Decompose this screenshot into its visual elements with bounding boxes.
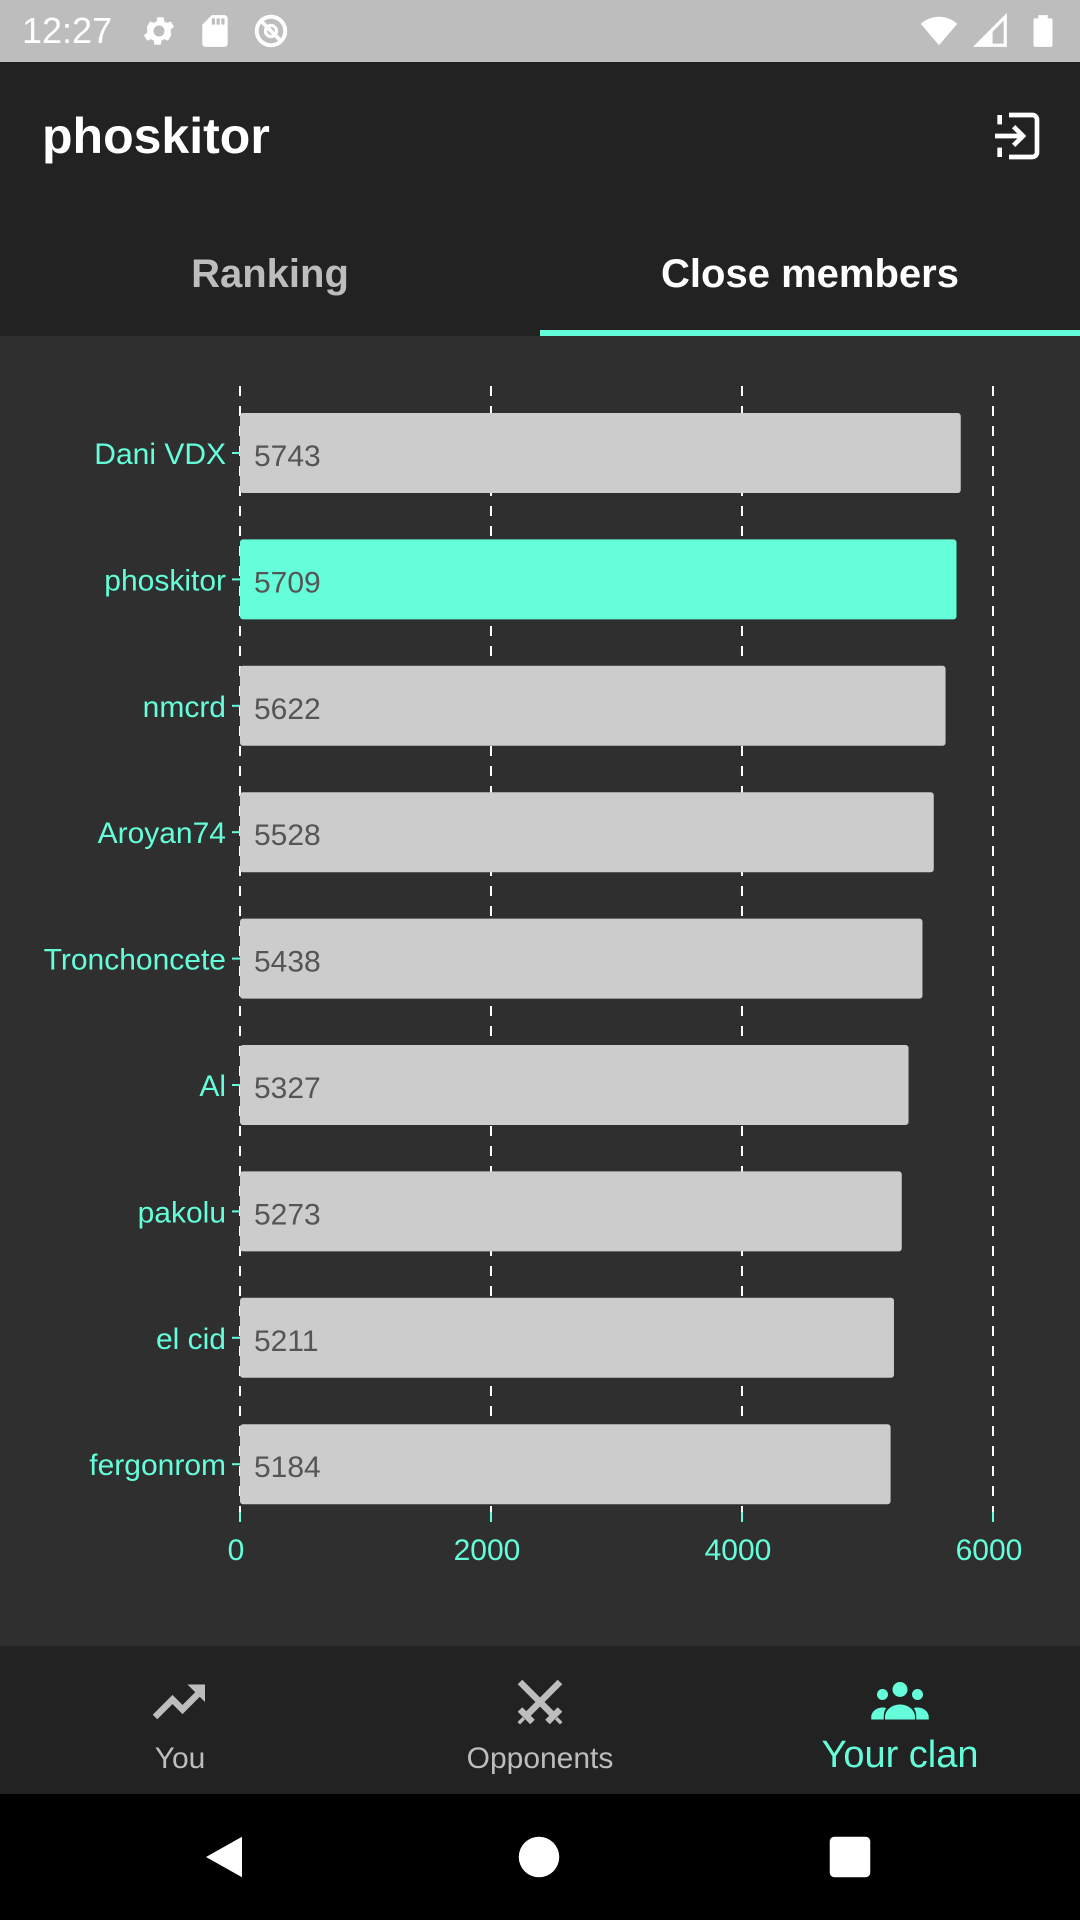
x-tick-label: 4000 — [705, 1534, 772, 1567]
gear-icon — [143, 17, 175, 45]
bottom-nav: You Opponents Your clan — [0, 1646, 1080, 1794]
value-label: 5622 — [254, 693, 321, 726]
nav-label: You — [154, 1742, 206, 1775]
battery-icon — [1033, 15, 1053, 47]
no-sync-icon — [254, 14, 288, 48]
nav-you[interactable]: You — [0, 1646, 360, 1794]
x-tick-label: 6000 — [956, 1534, 1023, 1567]
bar — [240, 665, 946, 746]
bar — [240, 792, 934, 873]
value-label: 5743 — [254, 440, 321, 473]
wifi-icon — [920, 16, 958, 46]
x-tick-label: 2000 — [454, 1534, 521, 1567]
group-icon — [871, 1682, 929, 1720]
category-label: pakolu — [138, 1196, 226, 1229]
category-label: Aroyan74 — [98, 817, 226, 850]
nav-your-clan[interactable]: Your clan — [720, 1646, 1080, 1794]
bar — [240, 918, 923, 999]
system-nav-bar — [0, 1794, 1080, 1920]
value-label: 5528 — [254, 819, 321, 852]
value-label: 5184 — [254, 1451, 321, 1484]
category-label: Tronchoncete — [44, 944, 226, 977]
logout-icon[interactable] — [988, 108, 1044, 164]
tab-label: Ranking — [191, 251, 349, 296]
bar — [240, 413, 961, 493]
category-label: el cid — [156, 1323, 226, 1356]
home-icon[interactable] — [512, 1830, 566, 1884]
status-time: 12:27 — [22, 10, 113, 51]
nav-opponents[interactable]: Opponents — [360, 1646, 720, 1794]
bar — [240, 1424, 891, 1505]
tab-bar: Ranking Close members — [0, 212, 1080, 336]
tab-label: Close members — [661, 251, 959, 296]
bar — [240, 1045, 909, 1125]
nav-label: Your clan — [821, 1734, 979, 1776]
category-label: Al — [199, 1070, 226, 1103]
close-members-chart: Dani VDX 5743 phoskitor 5709 nmcrd 5622 Aroyan… — [0, 336, 1080, 1646]
back-icon[interactable] — [197, 1830, 251, 1884]
category-label: phoskitor — [104, 564, 226, 597]
value-label: 5438 — [254, 946, 321, 979]
value-label: 5211 — [254, 1325, 319, 1358]
value-label: 5273 — [254, 1198, 321, 1231]
app-title: phoskitor — [42, 108, 270, 164]
app-bar: phoskitor Ranking Close members — [0, 62, 1080, 336]
sd-card-icon — [202, 15, 228, 47]
bar — [240, 1297, 894, 1378]
tab-indicator — [540, 330, 1080, 336]
tab-close-members[interactable]: Close members — [540, 212, 1080, 336]
category-label: fergonrom — [89, 1449, 226, 1482]
crossed-swords-icon — [517, 1679, 563, 1725]
category-label: nmcrd — [143, 691, 226, 724]
category-label: Dani VDX — [94, 438, 226, 471]
tab-ranking[interactable]: Ranking — [0, 212, 540, 336]
value-label: 5327 — [254, 1072, 321, 1105]
bar — [240, 539, 957, 620]
bar-chart: Dani VDX 5743 phoskitor 5709 nmcrd 5622 Aroyan… — [44, 386, 1023, 1567]
status-bar: 12:27 — [0, 0, 1080, 62]
trending-up-icon — [152, 1684, 205, 1720]
signal-icon — [972, 12, 1007, 47]
recents-icon[interactable] — [823, 1830, 877, 1884]
nav-label: Opponents — [466, 1742, 614, 1775]
value-label: 5709 — [254, 566, 321, 599]
bar — [240, 1171, 902, 1252]
x-tick-label: 0 — [228, 1534, 245, 1567]
